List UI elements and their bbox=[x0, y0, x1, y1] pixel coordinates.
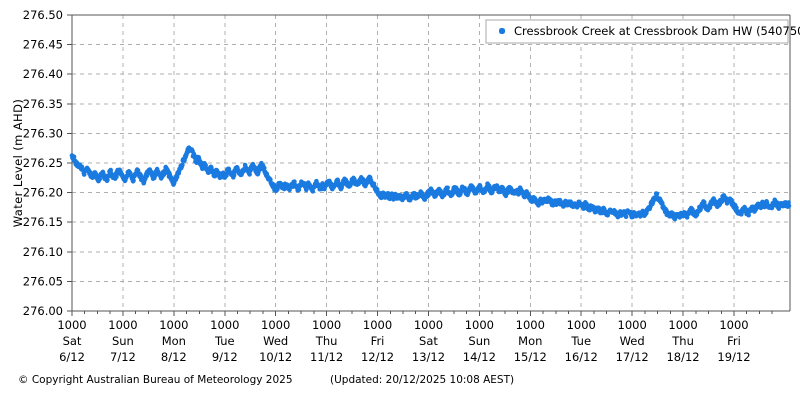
x-tick-time: 1000 bbox=[668, 318, 697, 332]
x-tick-day: Tue bbox=[570, 334, 591, 348]
x-tick-time: 1000 bbox=[57, 318, 86, 332]
x-tick-date: 9/12 bbox=[212, 350, 238, 364]
x-tick-date: 18/12 bbox=[666, 350, 699, 364]
series-points bbox=[69, 145, 792, 222]
x-tick-day: Mon bbox=[162, 334, 186, 348]
x-tick-date: 15/12 bbox=[514, 350, 547, 364]
x-tick-time: 1000 bbox=[567, 318, 596, 332]
x-tick-time: 1000 bbox=[363, 318, 392, 332]
x-tick-day: Fri bbox=[727, 334, 741, 348]
x-tick-date: 19/12 bbox=[717, 350, 750, 364]
x-tick-time: 1000 bbox=[465, 318, 494, 332]
x-axis-ticks: 1000 Sat 6/12 1000 Sun 7/12 1000 Mon 8/12 1000 Tue… bbox=[57, 318, 750, 364]
x-tick-day: Thu bbox=[315, 334, 338, 348]
x-tick-date: 12/12 bbox=[361, 350, 394, 364]
y-tick-label: 276.35 bbox=[23, 97, 63, 111]
copyright-text: © Copyright Australian Bureau of Meteoro… bbox=[18, 374, 293, 386]
y-tick-label: 276.15 bbox=[23, 215, 63, 229]
x-tick-time: 1000 bbox=[108, 318, 137, 332]
legend-label: Cressbrook Creek at Cressbrook Dam HW (5… bbox=[514, 24, 800, 38]
x-tick-date: 16/12 bbox=[565, 350, 598, 364]
y-tick-label: 276.40 bbox=[23, 67, 63, 81]
x-tick-date: 8/12 bbox=[161, 350, 187, 364]
x-tick-date: 6/12 bbox=[59, 350, 85, 364]
x-tick-day: Sat bbox=[419, 334, 438, 348]
x-tick-time: 1000 bbox=[312, 318, 341, 332]
legend-marker bbox=[498, 27, 506, 35]
y-tick-label: 276.05 bbox=[23, 274, 63, 288]
updated-text: (Updated: 20/12/2025 10:08 AEST) bbox=[330, 374, 514, 386]
x-tick-date: 11/12 bbox=[310, 350, 343, 364]
x-tick-date: 13/12 bbox=[412, 350, 445, 364]
x-tick-day: Sun bbox=[112, 334, 134, 348]
y-tick-label: 276.50 bbox=[23, 8, 63, 22]
x-tick-time: 1000 bbox=[159, 318, 188, 332]
y-tick-label: 276.45 bbox=[23, 38, 63, 52]
x-tick-day: Wed bbox=[620, 334, 645, 348]
axes bbox=[67, 14, 791, 316]
y-tick-label: 276.30 bbox=[23, 126, 63, 140]
x-tick-time: 1000 bbox=[719, 318, 748, 332]
chart-legend: Cressbrook Creek at Cressbrook Dam HW (5… bbox=[485, 19, 800, 44]
y-axis-ticks: 276.00 276.05 276.10 276.15 276.20 276.25 276.… bbox=[23, 8, 63, 318]
y-tick-label: 276.20 bbox=[23, 186, 63, 200]
x-tick-time: 1000 bbox=[261, 318, 290, 332]
x-tick-day: Tue bbox=[214, 334, 235, 348]
x-tick-day: Sat bbox=[63, 334, 82, 348]
x-tick-day: Fri bbox=[371, 334, 385, 348]
x-tick-day: Thu bbox=[671, 334, 694, 348]
x-tick-day: Wed bbox=[263, 334, 288, 348]
y-axis-title: Water Level (m AHD) bbox=[11, 99, 25, 227]
x-tick-date: 17/12 bbox=[616, 350, 649, 364]
x-tick-date: 7/12 bbox=[110, 350, 136, 364]
x-tick-time: 1000 bbox=[414, 318, 443, 332]
x-tick-time: 1000 bbox=[210, 318, 239, 332]
x-tick-time: 1000 bbox=[516, 318, 545, 332]
x-tick-time: 1000 bbox=[618, 318, 647, 332]
y-tick-label: 276.00 bbox=[23, 304, 63, 318]
x-tick-day: Sun bbox=[468, 334, 490, 348]
gridlines bbox=[72, 14, 790, 312]
y-tick-label: 276.10 bbox=[23, 245, 63, 259]
x-tick-day: Mon bbox=[518, 334, 542, 348]
x-tick-date: 14/12 bbox=[463, 350, 496, 364]
y-tick-label: 276.25 bbox=[23, 156, 63, 170]
data-series bbox=[69, 145, 792, 222]
x-tick-date: 10/12 bbox=[259, 350, 292, 364]
